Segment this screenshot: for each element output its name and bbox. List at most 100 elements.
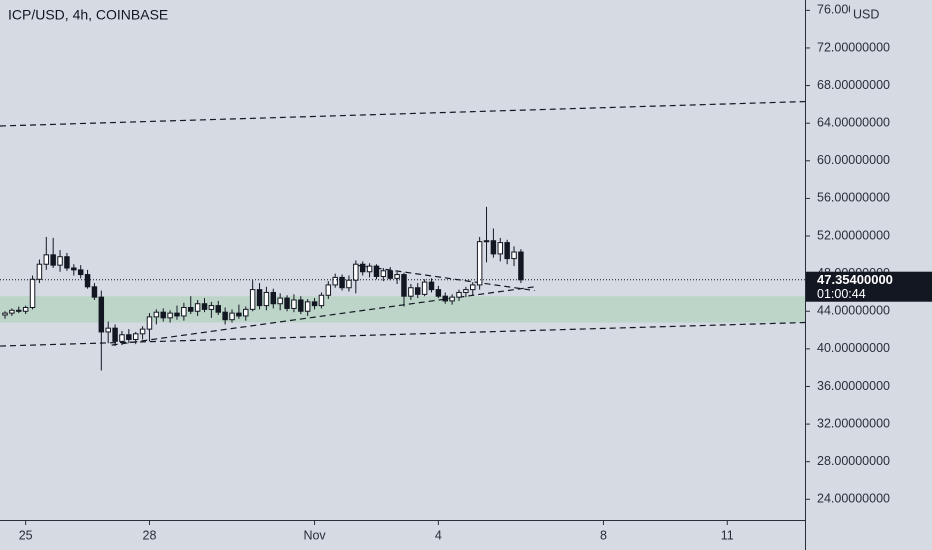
candle-body (167, 312, 173, 319)
candle-body (64, 256, 70, 269)
candle-body (243, 308, 249, 317)
candle-body (456, 291, 462, 298)
candle-body (277, 297, 283, 305)
y-tick-label: 68.00000000 (817, 78, 890, 92)
candle-body (428, 281, 435, 291)
axes: 24.00000000 28.00000000 32.00000000 36.0000… (19, 3, 932, 542)
currency-label: USD (853, 7, 879, 21)
candle-body (50, 254, 56, 266)
y-tick-label: 52.00000000 (817, 228, 890, 242)
x-tick-label: 4 (435, 528, 442, 542)
candle-body (442, 295, 448, 302)
candle-body (346, 279, 352, 289)
candle-body (373, 265, 380, 277)
candle-body (318, 294, 325, 307)
candle-body (2, 312, 8, 316)
last-price-box (806, 271, 932, 302)
candle-body (359, 263, 366, 273)
candle-body (119, 334, 125, 342)
candle-body (325, 284, 332, 296)
candle-body (366, 265, 373, 273)
candle-body (174, 312, 180, 317)
candle-body (208, 305, 215, 310)
trendline (111, 286, 535, 346)
x-tick-label: Nov (303, 528, 326, 542)
candle-body (9, 309, 15, 314)
y-tick-label: 64.00000000 (817, 115, 890, 129)
x-tick-label: 25 (19, 528, 33, 542)
candle-body (463, 289, 469, 293)
candle-body (380, 270, 387, 277)
candle-body (518, 251, 524, 281)
y-tick-label: 36.00000000 (817, 379, 890, 393)
candle-body (229, 312, 235, 321)
y-tick-label: 28.00000000 (817, 454, 890, 468)
candle-body (146, 316, 153, 330)
candle-body (126, 334, 132, 340)
x-tick-label: 11 (721, 528, 734, 542)
candle-body (394, 274, 400, 279)
candle-body (263, 291, 270, 307)
candle-body (160, 311, 166, 319)
candle-body (421, 281, 428, 295)
candle-body (311, 301, 318, 307)
candle-body (105, 327, 111, 333)
candle-body (43, 254, 50, 265)
candle-body (215, 305, 221, 313)
candle-body (298, 299, 304, 312)
trendline (0, 100, 806, 127)
candle-body (91, 286, 98, 298)
trendline (355, 264, 535, 292)
candle-body (222, 311, 228, 321)
y-tick-label: 40.00000000 (817, 341, 890, 355)
candle-body (139, 328, 146, 335)
y-tick-label: 32.00000000 (817, 416, 890, 430)
candle-body (415, 287, 421, 295)
y-tick-label: 56.00000000 (817, 191, 890, 205)
candle-body (284, 297, 290, 309)
candle-body (84, 274, 91, 288)
countdown-label: 01:00:44 (817, 287, 866, 301)
candle-body (249, 289, 256, 310)
candle-body (201, 303, 208, 310)
candle-body (304, 301, 311, 312)
currency-box (850, 4, 890, 24)
zone (0, 296, 805, 323)
candle-body (387, 270, 393, 279)
candle-body (449, 296, 455, 302)
candle-body (29, 278, 36, 308)
candle-body (504, 242, 510, 260)
last-price-label: 47.35400000 (817, 272, 893, 287)
candle-body (153, 311, 160, 318)
candle-body (71, 267, 77, 271)
candle-body (16, 309, 22, 312)
candle-body (112, 327, 118, 342)
candle-body (291, 299, 297, 309)
chart-title: ICP/USD, 4h, COINBASE (8, 7, 168, 23)
candle-body (470, 284, 476, 291)
candle-body (132, 333, 139, 340)
candle-body (36, 263, 43, 280)
candle-body (236, 312, 242, 317)
x-tick-label: 28 (143, 528, 157, 542)
plot-area (0, 100, 806, 371)
candle-body (194, 303, 201, 312)
candle-body (181, 306, 187, 317)
candle-body (339, 276, 345, 289)
candle-body (408, 287, 414, 297)
y-tick-label: 24.00000000 (817, 492, 890, 506)
candle-body (188, 306, 194, 312)
candle-body (332, 276, 338, 286)
candle-body (98, 296, 105, 333)
candle-body (353, 263, 359, 281)
candle-body (57, 256, 63, 266)
y-tick-label: 60.00000000 (817, 153, 890, 167)
y-tick-label: 44.00000000 (817, 304, 890, 318)
y-tick-label: 72.00000000 (817, 40, 890, 54)
candle-body (483, 240, 490, 243)
candle-body (435, 289, 442, 297)
candle-body (476, 241, 483, 286)
x-tick-label: 8 (600, 528, 607, 542)
candle-body (77, 269, 84, 276)
